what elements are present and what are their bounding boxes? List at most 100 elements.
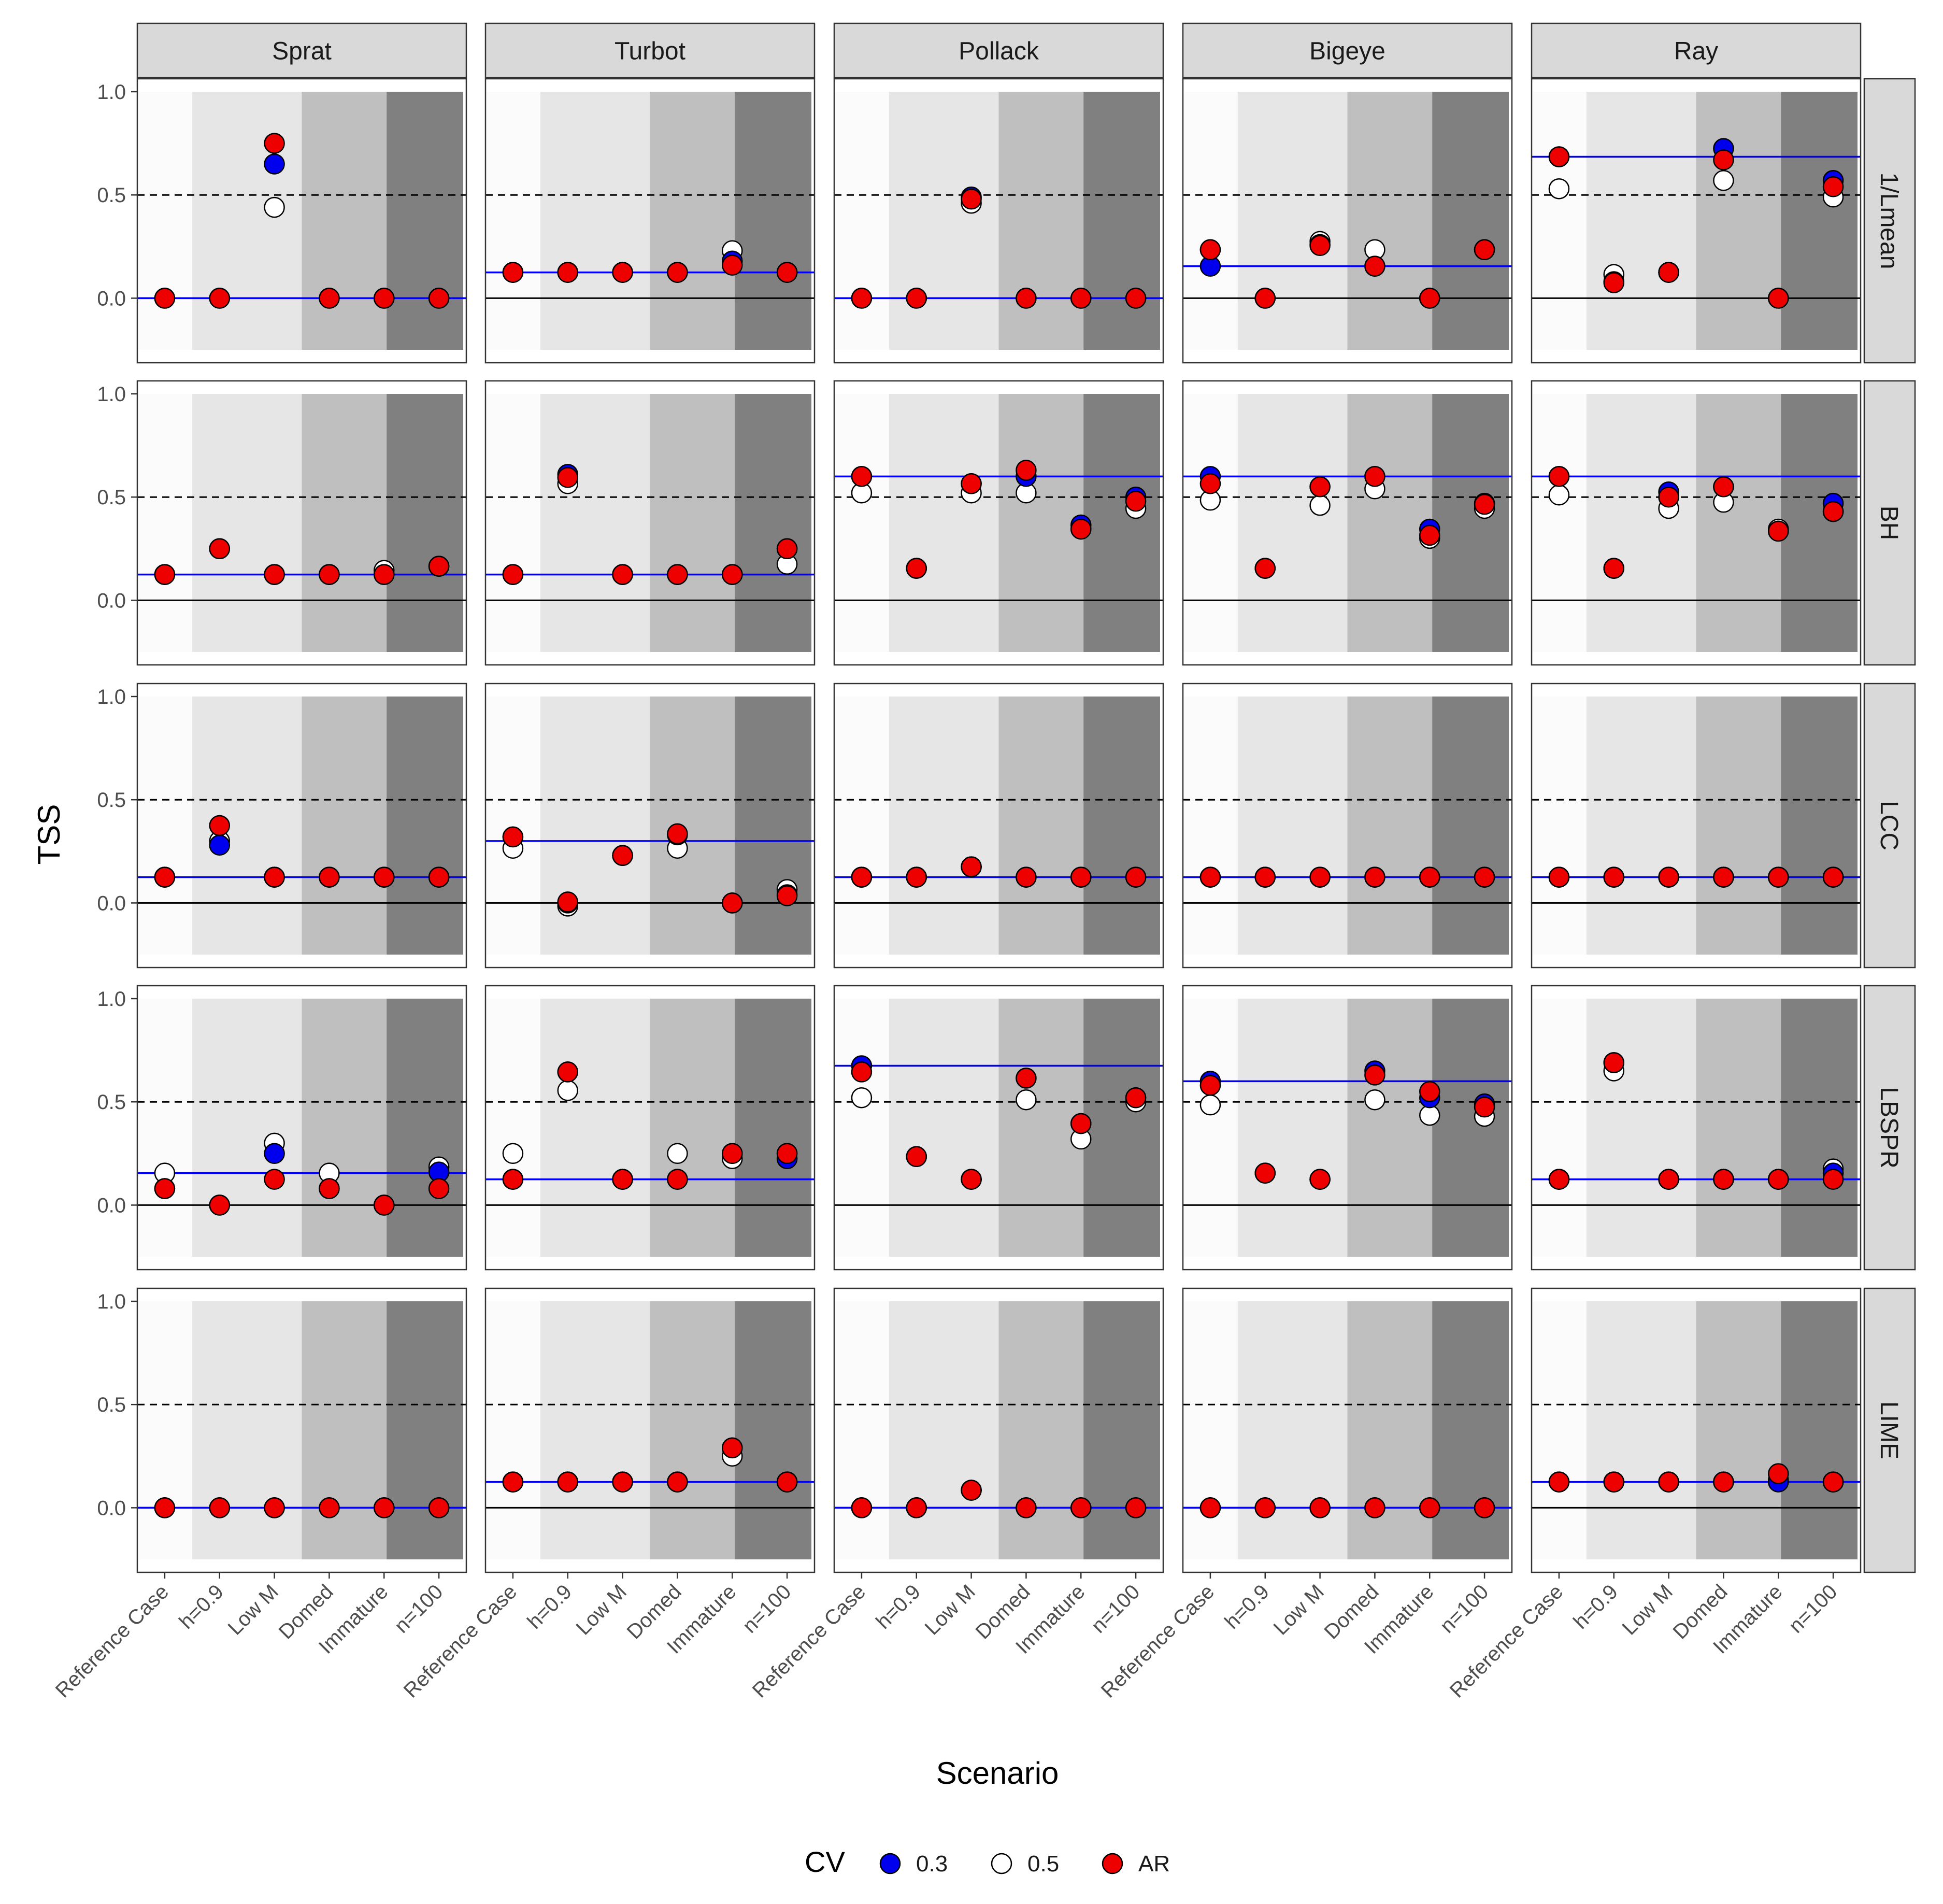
point-ar [1199, 866, 1221, 888]
scenario-band [487, 92, 540, 350]
scenario-band [1237, 999, 1348, 1257]
panel-bh-sprat [136, 380, 467, 666]
scenario-band [650, 999, 735, 1257]
legend-label-0-5: 0.5 [1027, 1851, 1059, 1877]
point-ar [1658, 866, 1679, 888]
point-ar [1070, 518, 1092, 540]
scenario-band [1347, 394, 1433, 652]
scenario-band [302, 999, 387, 1257]
point-ar [428, 288, 450, 309]
point-ar [1768, 1169, 1789, 1190]
point-ar [1713, 149, 1734, 170]
scenario-band [1347, 697, 1433, 955]
point-ar [502, 262, 524, 283]
point-ar [1125, 866, 1147, 888]
panel-lbspr-pollack [833, 985, 1164, 1271]
scenario-band [889, 394, 999, 652]
panel-border [484, 380, 816, 666]
point-ar [851, 466, 873, 487]
point-ar [428, 1497, 450, 1518]
point-ar [667, 564, 688, 585]
point-ar [264, 1169, 285, 1190]
point-ar [667, 262, 688, 283]
point-cv-0-5 [502, 1143, 524, 1164]
point-ar [502, 826, 524, 848]
point-ar [1419, 524, 1440, 546]
scenario-band [1586, 697, 1696, 955]
point-ar [1768, 520, 1789, 542]
y-tick-label: 1.0 [97, 988, 126, 1011]
panel-border [136, 1287, 467, 1573]
scenario-band [1184, 394, 1238, 652]
point-ar [1070, 1497, 1092, 1518]
scenario-band [1781, 999, 1858, 1257]
point-ar [961, 188, 982, 210]
point-ar [502, 564, 524, 585]
point-ar [154, 288, 176, 309]
panel-border [1531, 683, 1862, 969]
panel-lime-sprat [136, 1287, 467, 1573]
panel-border [1182, 380, 1513, 666]
point-ar [557, 1471, 578, 1493]
scenario-band [1237, 394, 1348, 652]
panel-lime-pollack [833, 1287, 1164, 1573]
point-ar [1419, 866, 1440, 888]
point-ar [1548, 1471, 1570, 1493]
scenario-band [835, 999, 889, 1257]
point-ar [1309, 476, 1331, 498]
point-ar [722, 564, 743, 585]
row-strip-lbspr [1863, 985, 1916, 1271]
y-tick-label: 0.0 [97, 287, 126, 310]
point-ar [374, 1497, 395, 1518]
scenario-band [998, 999, 1084, 1257]
panel-border [833, 985, 1164, 1271]
point-ar [1254, 1162, 1276, 1184]
point-ar [1822, 1169, 1844, 1190]
point-ar [1364, 255, 1385, 277]
point-ar [1309, 235, 1331, 257]
scenario-band [1432, 697, 1509, 955]
scenario-band [138, 394, 192, 652]
point-cv-0-5 [1309, 494, 1331, 516]
scenario-band [540, 999, 650, 1257]
point-ar [1125, 1497, 1147, 1518]
point-ar [1070, 866, 1092, 888]
scenario-band [387, 394, 463, 652]
point-ar [1199, 239, 1221, 261]
scenario-band [540, 394, 650, 652]
point-ar [319, 1497, 340, 1518]
legend-swatch-ar [1102, 1853, 1123, 1874]
point-ar [1822, 176, 1844, 197]
point-ar [154, 564, 176, 585]
point-ar [1364, 866, 1385, 888]
point-ar [1474, 1096, 1495, 1118]
point-ar [961, 1480, 982, 1501]
point-ar [1070, 288, 1092, 309]
legend-label-0-3: 0.3 [916, 1851, 948, 1877]
point-ar [1254, 558, 1276, 579]
scenario-band [1533, 1301, 1587, 1559]
point-ar [1822, 866, 1844, 888]
scenario-band [487, 394, 540, 652]
legend-swatch-0-3 [879, 1853, 901, 1874]
scenario-band [735, 697, 811, 955]
y-axis-title: TSS [32, 804, 66, 865]
point-ar [209, 288, 230, 309]
panel-1-lmean-sprat [136, 78, 467, 364]
scenario-band [138, 999, 192, 1257]
point-ar [428, 1178, 450, 1199]
scenario-band [1184, 1301, 1238, 1559]
point-ar [722, 1143, 743, 1164]
scenario-band [487, 1301, 540, 1559]
panel-border [833, 78, 1164, 364]
panel-border [1531, 985, 1862, 1271]
scenario-band [1432, 92, 1509, 350]
column-label-sprat: Sprat [272, 38, 332, 65]
point-ar [1364, 1064, 1385, 1086]
panel-border [484, 683, 816, 969]
scenario-band [1083, 92, 1160, 350]
panel-bh-bigeye [1182, 380, 1513, 666]
point-ar [502, 1471, 524, 1493]
scenario-band [192, 394, 302, 652]
row-strip-lcc [1863, 683, 1916, 969]
